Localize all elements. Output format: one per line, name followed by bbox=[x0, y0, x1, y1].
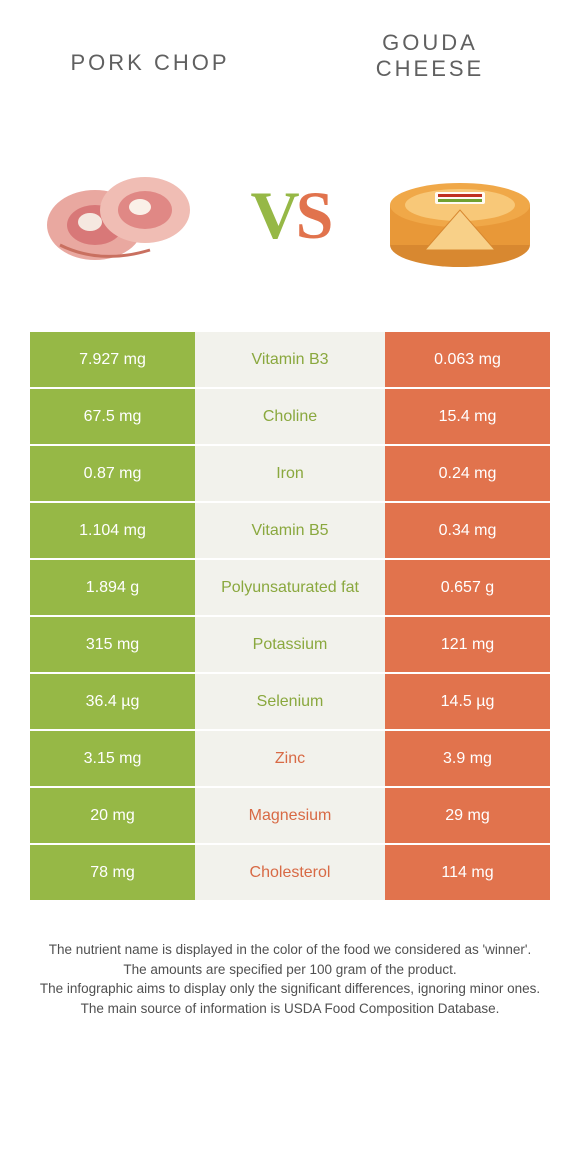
footnote-line2: The amounts are specified per 100 gram o… bbox=[30, 960, 550, 980]
nutrient-row: 20 mgMagnesium29 mg bbox=[30, 786, 550, 843]
nutrient-row: 1.894 gPolyunsaturated fat0.657 g bbox=[30, 558, 550, 615]
value-right: 14.5 µg bbox=[385, 674, 550, 729]
value-right: 29 mg bbox=[385, 788, 550, 843]
value-left: 3.15 mg bbox=[30, 731, 195, 786]
nutrient-label: Magnesium bbox=[195, 788, 385, 843]
pork-chop-image bbox=[40, 150, 200, 280]
value-right: 0.34 mg bbox=[385, 503, 550, 558]
value-right: 121 mg bbox=[385, 617, 550, 672]
nutrient-row: 3.15 mgZinc3.9 mg bbox=[30, 729, 550, 786]
value-right: 114 mg bbox=[385, 845, 550, 900]
footnote-line4: The main source of information is USDA F… bbox=[30, 999, 550, 1019]
footnote: The nutrient name is displayed in the co… bbox=[30, 940, 550, 1018]
vs-s: S bbox=[296, 177, 330, 253]
title-gouda: Gouda cheese bbox=[330, 30, 530, 120]
nutrient-row: 315 mgPotassium121 mg bbox=[30, 615, 550, 672]
vs-label: VS bbox=[251, 176, 330, 255]
nutrient-table: 7.927 mgVitamin B30.063 mg67.5 mgCholine… bbox=[30, 330, 550, 900]
gouda-cheese-image bbox=[380, 150, 540, 280]
images-row: VS bbox=[0, 130, 580, 300]
nutrient-label: Polyunsaturated fat bbox=[195, 560, 385, 615]
nutrient-label: Potassium bbox=[195, 617, 385, 672]
value-left: 0.87 mg bbox=[30, 446, 195, 501]
vs-v: V bbox=[251, 177, 296, 253]
nutrient-label: Zinc bbox=[195, 731, 385, 786]
value-right: 3.9 mg bbox=[385, 731, 550, 786]
nutrient-label: Vitamin B5 bbox=[195, 503, 385, 558]
value-left: 1.894 g bbox=[30, 560, 195, 615]
nutrient-row: 67.5 mgCholine15.4 mg bbox=[30, 387, 550, 444]
footnote-line3: The infographic aims to display only the… bbox=[30, 979, 550, 999]
footnote-line1: The nutrient name is displayed in the co… bbox=[30, 940, 550, 960]
nutrient-row: 78 mgCholesterol114 mg bbox=[30, 843, 550, 900]
value-right: 0.24 mg bbox=[385, 446, 550, 501]
nutrient-row: 7.927 mgVitamin B30.063 mg bbox=[30, 330, 550, 387]
value-left: 67.5 mg bbox=[30, 389, 195, 444]
value-right: 0.063 mg bbox=[385, 332, 550, 387]
value-left: 20 mg bbox=[30, 788, 195, 843]
value-right: 15.4 mg bbox=[385, 389, 550, 444]
value-left: 78 mg bbox=[30, 845, 195, 900]
value-left: 315 mg bbox=[30, 617, 195, 672]
nutrient-label: Choline bbox=[195, 389, 385, 444]
value-left: 7.927 mg bbox=[30, 332, 195, 387]
nutrient-row: 1.104 mgVitamin B50.34 mg bbox=[30, 501, 550, 558]
value-left: 1.104 mg bbox=[30, 503, 195, 558]
title-pork: Pork chop bbox=[50, 30, 250, 120]
nutrient-label: Vitamin B3 bbox=[195, 332, 385, 387]
value-left: 36.4 µg bbox=[30, 674, 195, 729]
nutrient-label: Iron bbox=[195, 446, 385, 501]
nutrient-row: 0.87 mgIron0.24 mg bbox=[30, 444, 550, 501]
nutrient-row: 36.4 µgSelenium14.5 µg bbox=[30, 672, 550, 729]
header: Pork chop Gouda cheese bbox=[0, 0, 580, 120]
value-right: 0.657 g bbox=[385, 560, 550, 615]
nutrient-label: Cholesterol bbox=[195, 845, 385, 900]
nutrient-label: Selenium bbox=[195, 674, 385, 729]
